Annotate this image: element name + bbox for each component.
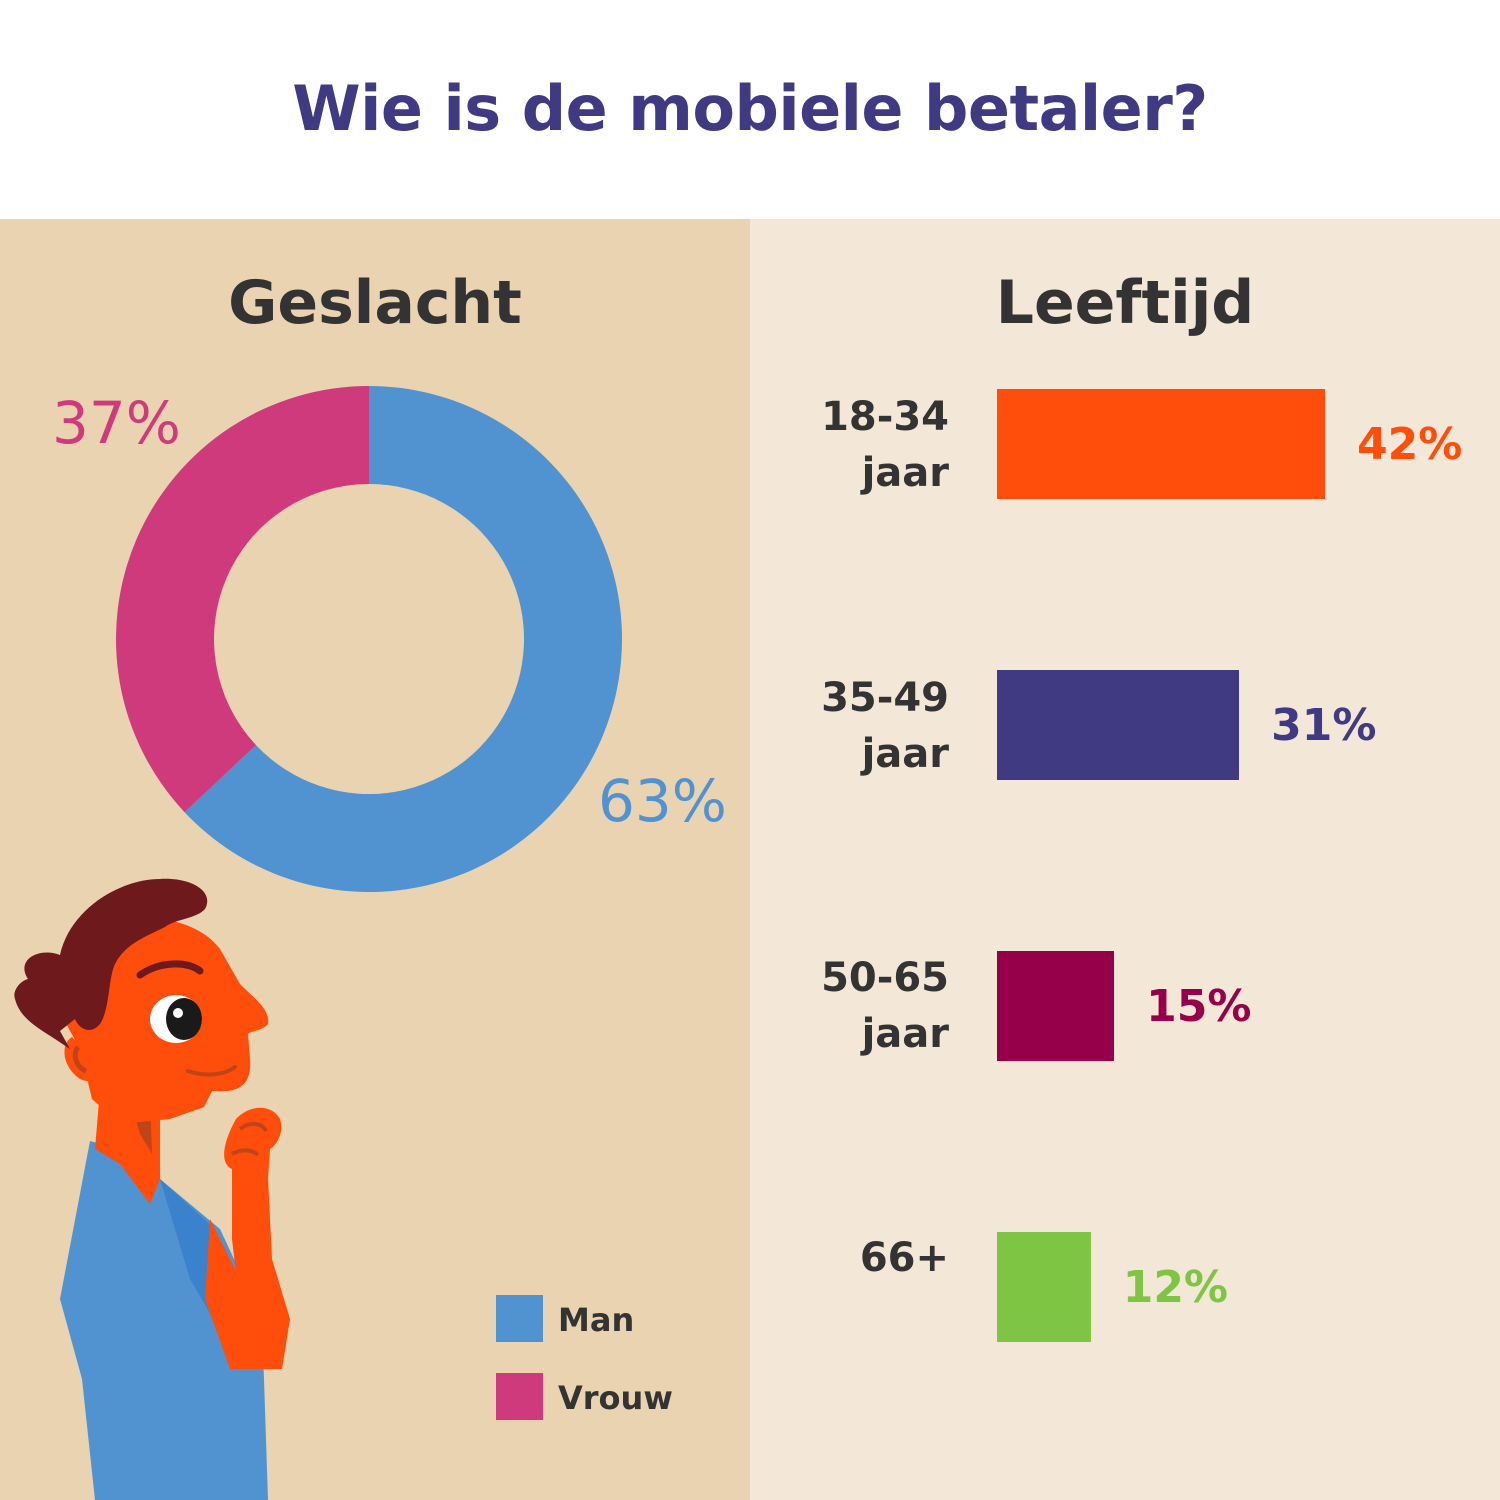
age-label-35-49: 35-49 jaar xyxy=(821,675,949,777)
header: Wie is de mobiele betaler? xyxy=(0,0,1500,219)
legend-swatch-man xyxy=(496,1295,543,1342)
gender-donut-chart xyxy=(14,386,622,1500)
donut-slice-man xyxy=(184,386,622,892)
age-bar-18-34 xyxy=(997,389,1325,499)
man-percentage-label: 63% xyxy=(598,767,727,835)
legend-label-man: Man xyxy=(558,1301,635,1339)
age-value-50-65: 15% xyxy=(1146,981,1252,1032)
age-label-66-plus: 66+ xyxy=(859,1235,949,1281)
age-label-18-34: 18-34 jaar xyxy=(821,394,949,496)
age-bar-35-49 xyxy=(997,670,1240,780)
gender-panel: Geslacht 37% 63% Man Vrouw xyxy=(0,219,750,1500)
age-chart-title: Leeftijd xyxy=(995,268,1255,338)
age-bar-66-plus xyxy=(997,1232,1091,1342)
legend-label-vrouw: Vrouw xyxy=(558,1379,673,1417)
age-value-66-plus: 12% xyxy=(1122,1262,1229,1313)
donut-slice-vrouw xyxy=(116,386,369,813)
vrouw-percentage-label: 37% xyxy=(52,389,181,457)
age-label-50-65: 50-65 jaar xyxy=(821,955,949,1057)
legend-swatch-vrouw xyxy=(496,1373,543,1420)
thinking-man-illustration xyxy=(14,878,290,1500)
age-value-35-49: 31% xyxy=(1271,700,1377,751)
age-panel: Leeftijd 18-34 jaar 35-49 jaar 50-65 jaar 6… xyxy=(750,219,1500,1500)
gender-chart-title: Geslacht xyxy=(228,268,522,338)
page-title: Wie is de mobiele betaler? xyxy=(292,72,1208,145)
age-bar-50-65 xyxy=(997,951,1115,1061)
age-value-18-34: 42% xyxy=(1357,419,1463,470)
